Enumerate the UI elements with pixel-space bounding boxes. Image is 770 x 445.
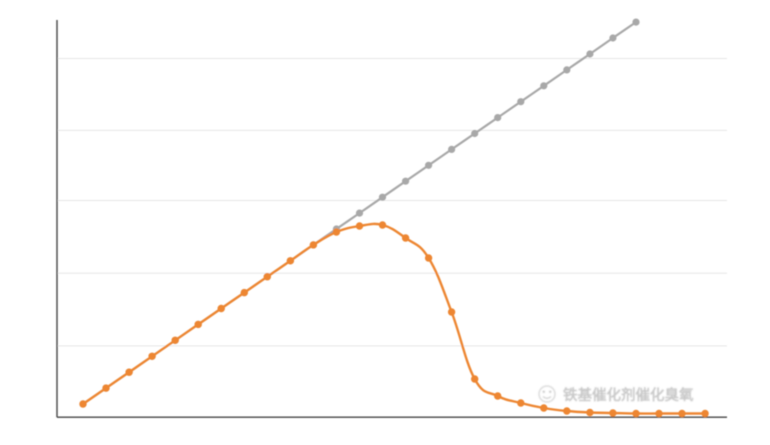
svg-text:铁基催化剂催化臭氧: 铁基催化剂催化臭氧: [563, 386, 694, 404]
